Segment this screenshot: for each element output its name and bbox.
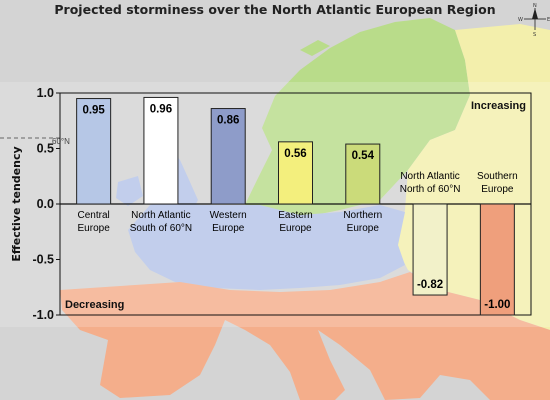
y-tick-label: -1.0 (32, 308, 54, 322)
category-label: Europe (78, 223, 111, 234)
compass-rose-icon: N S E W (518, 3, 550, 38)
map-region-central (128, 200, 405, 290)
y-axis-label: Effective tendency (10, 146, 23, 261)
decreasing-label: Decreasing (65, 299, 124, 311)
category-label: Eastern (278, 210, 312, 221)
y-tick-label: 0.0 (37, 197, 54, 211)
category-label: Southern (477, 171, 518, 182)
category-label: Europe (481, 184, 514, 195)
category-label: North Atlantic (131, 210, 190, 221)
bar (143, 96, 179, 205)
bar (210, 108, 246, 205)
compass-east-label: E (547, 17, 550, 23)
bar-value-label: 0.54 (352, 150, 375, 162)
map-region-south (60, 272, 550, 400)
increasing-label: Increasing (471, 100, 526, 112)
category-label: Western (210, 210, 247, 221)
latitude-60n-label: 60°N (52, 137, 70, 146)
category-label: North of 60°N (400, 184, 461, 195)
bar-value-label: -0.82 (417, 279, 443, 291)
bar-value-label: 0.86 (217, 115, 239, 127)
compass-south-label: S (533, 32, 536, 38)
category-label: South of 60°N (130, 223, 192, 234)
map-region-ireland (116, 176, 143, 206)
bar-value-label: -1.00 (484, 299, 510, 311)
chart-title: Projected storminess over the North Atla… (54, 2, 496, 17)
compass-north-label: N (533, 3, 537, 9)
category-label: Northern (343, 210, 382, 221)
y-tick-label: -0.5 (32, 253, 54, 267)
bar-value-label: 0.56 (284, 148, 306, 160)
category-label: North Atlantic (400, 171, 459, 182)
bar-value-label: 0.96 (150, 103, 172, 115)
y-tick-label: 0.5 (37, 142, 54, 156)
map-region-north-islands (300, 40, 330, 56)
compass-west-label: W (518, 17, 523, 23)
bar (76, 98, 112, 205)
category-label: Central (78, 210, 110, 221)
bar (278, 141, 313, 205)
category-label: Europe (212, 223, 245, 234)
bar (479, 203, 515, 316)
bar (345, 143, 381, 205)
bar-value-label: 0.95 (82, 105, 105, 117)
category-label: Europe (279, 223, 312, 234)
category-label: Europe (347, 223, 380, 234)
y-tick-label: 1.0 (37, 86, 54, 100)
bar (412, 203, 448, 296)
